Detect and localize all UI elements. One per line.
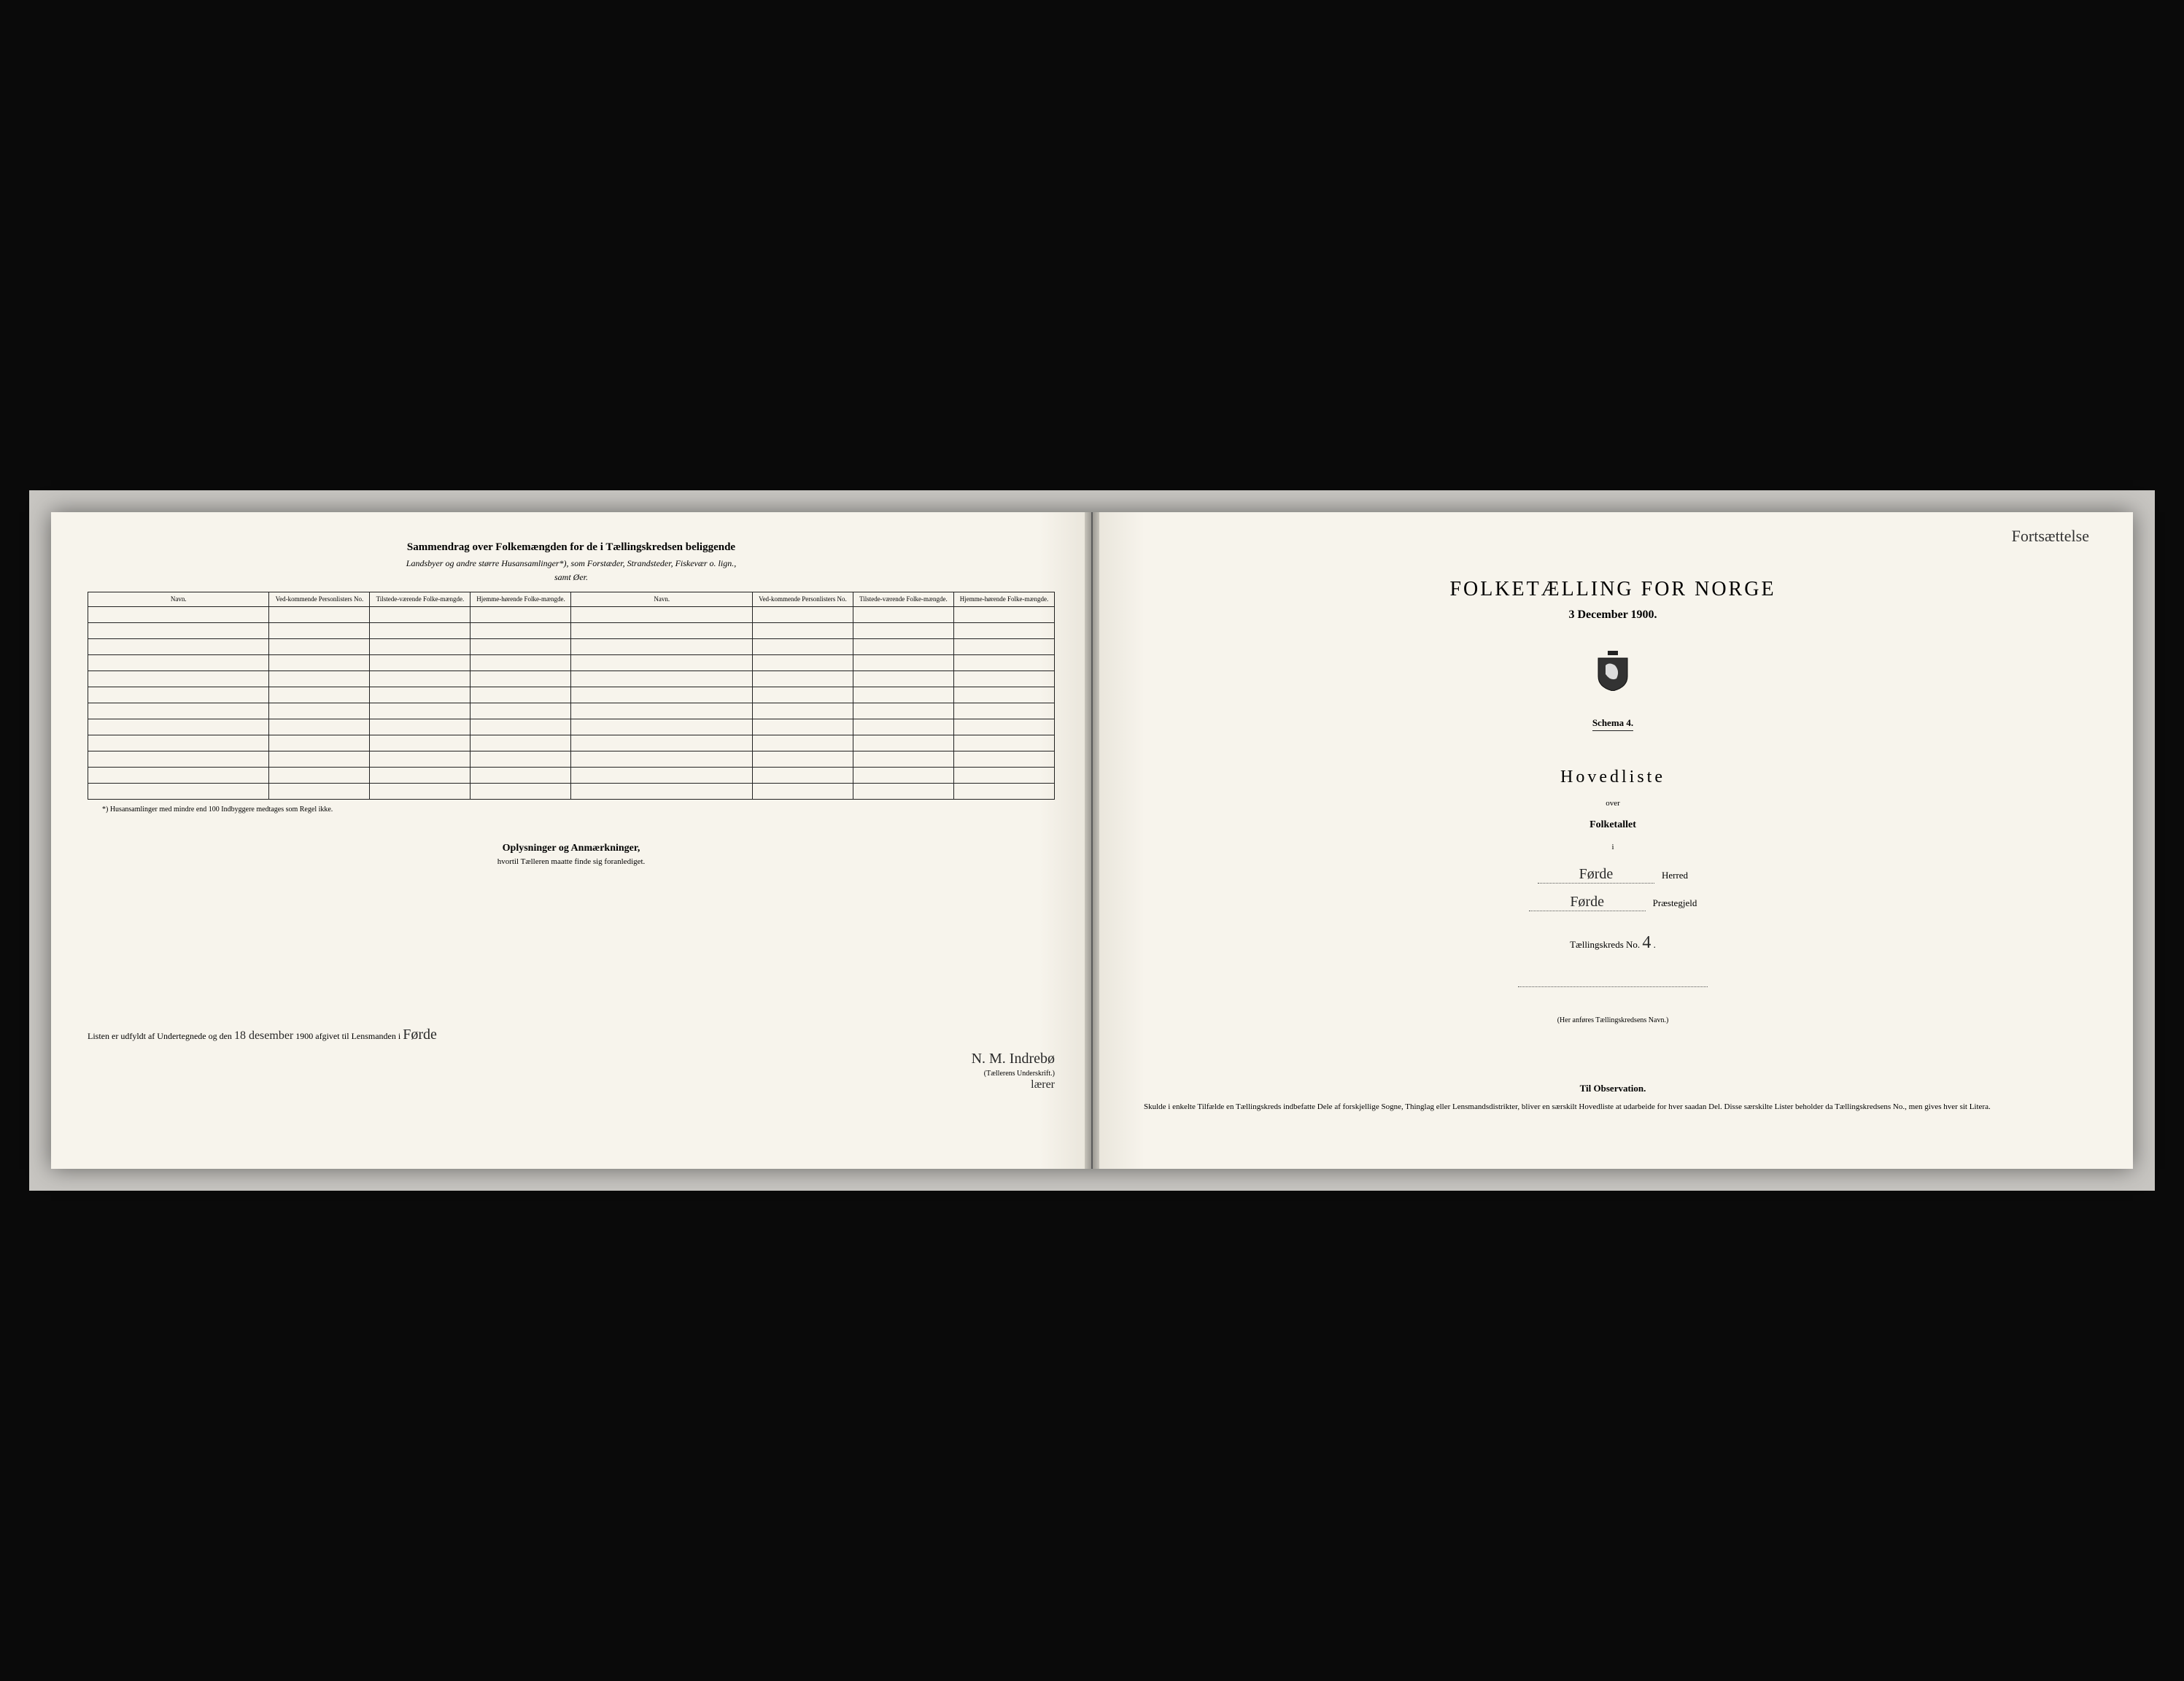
- praeste-value-handwritten: Førde: [1529, 894, 1646, 911]
- col-hjemme-1: Hjemme-hørende Folke-mængde.: [471, 592, 571, 607]
- sig-role-handwritten: lærer: [1031, 1078, 1055, 1091]
- over-label: over: [1129, 799, 2096, 808]
- table-row: [88, 622, 1055, 638]
- table-row: [88, 767, 1055, 783]
- census-title: FOLKETÆLLING FOR NORGE: [1129, 578, 2096, 601]
- left-page: Sammendrag over Folkemængden for de i Tæ…: [51, 512, 1093, 1169]
- sig-prefix: Listen er udfyldt af Undertegnede og den: [88, 1031, 232, 1041]
- corner-handwriting: Fortsættelse: [2012, 527, 2089, 546]
- praeste-label: Præstegjeld: [1653, 897, 1697, 909]
- sig-caption: (Tællerens Underskrift.): [984, 1070, 1055, 1078]
- table-row: [88, 719, 1055, 735]
- observation-text: Skulde i enkelte Tilfælde en Tællingskre…: [1129, 1102, 2096, 1113]
- signature-block: Listen er udfyldt af Undertegnede og den…: [88, 1027, 1055, 1091]
- right-page: Fortsættelse FOLKETÆLLING FOR NORGE 3 De…: [1093, 512, 2133, 1169]
- folketallet-label: Folketallet: [1129, 819, 2096, 831]
- herred-value-handwritten: Førde: [1538, 866, 1654, 884]
- kreds-number-handwritten: 4: [1642, 933, 1651, 952]
- table-row: [88, 687, 1055, 703]
- sig-place-handwritten: Førde: [403, 1027, 437, 1043]
- col-tilstede-2: Tilstede-værende Folke-mængde.: [853, 592, 953, 607]
- table-row: [88, 751, 1055, 767]
- left-subtitle-2: samt Øer.: [88, 572, 1055, 583]
- census-date: 3 December 1900.: [1129, 608, 2096, 622]
- summary-table-body: [88, 606, 1055, 799]
- i-label: i: [1129, 843, 2096, 851]
- col-navn-1: Navn.: [88, 592, 269, 607]
- col-tilstede-1: Tilstede-værende Folke-mængde.: [370, 592, 471, 607]
- coat-of-arms-icon: [1595, 651, 1631, 691]
- table-row: [88, 783, 1055, 799]
- col-personlister-1: Ved-kommende Personlisters No.: [269, 592, 370, 607]
- herred-row: Førde Herred: [1129, 866, 2096, 884]
- col-navn-2: Navn.: [571, 592, 752, 607]
- oplysninger-title: Oplysninger og Anmærkninger,: [88, 843, 1055, 854]
- table-row: [88, 735, 1055, 751]
- scan-frame: Sammendrag over Folkemængden for de i Tæ…: [29, 490, 2155, 1191]
- table-footnote: *) Husansamlinger med mindre end 100 Ind…: [88, 805, 1055, 814]
- signature-line: Listen er udfyldt af Undertegnede og den…: [88, 1027, 1055, 1043]
- kreds-label: Tællingskreds No.: [1570, 939, 1640, 950]
- observation-title: Til Observation.: [1129, 1083, 2096, 1094]
- col-hjemme-2: Hjemme-hørende Folke-mængde.: [953, 592, 1054, 607]
- sig-year: 1900: [295, 1031, 313, 1041]
- right-content: FOLKETÆLLING FOR NORGE 3 December 1900. …: [1129, 541, 2096, 1113]
- sig-mid: afgivet til Lensmanden i: [315, 1031, 400, 1041]
- schema-label: Schema 4.: [1592, 717, 1633, 731]
- left-subtitle-1: Landsbyer og andre større Husansamlinger…: [88, 558, 1055, 569]
- hovedliste-heading: Hovedliste: [1129, 768, 2096, 787]
- herred-label: Herred: [1662, 870, 1688, 881]
- left-page-title: Sammendrag over Folkemængden for de i Tæ…: [88, 541, 1055, 554]
- kreds-row: Tællingskreds No. 4 .: [1129, 933, 2096, 953]
- book-spread: Sammendrag over Folkemængden for de i Tæ…: [51, 512, 2133, 1169]
- table-row: [88, 606, 1055, 622]
- paren-note: (Her anføres Tællingskredsens Navn.): [1129, 1016, 2096, 1024]
- sig-name-handwritten: N. M. Indrebø: [972, 1051, 1055, 1067]
- kreds-period: .: [1654, 939, 1656, 950]
- praestegjeld-row: Førde Præstegjeld: [1129, 894, 2096, 911]
- summary-table: Navn. Ved-kommende Personlisters No. Til…: [88, 592, 1055, 800]
- kreds-name-blank: [1518, 975, 1708, 987]
- col-personlister-2: Ved-kommende Personlisters No.: [752, 592, 853, 607]
- table-row: [88, 654, 1055, 671]
- oplysninger-subtitle: hvortil Tælleren maatte finde sig foranl…: [88, 857, 1055, 866]
- sig-date-handwritten: 18 desember: [234, 1029, 293, 1042]
- table-row: [88, 638, 1055, 654]
- table-row: [88, 703, 1055, 719]
- table-row: [88, 671, 1055, 687]
